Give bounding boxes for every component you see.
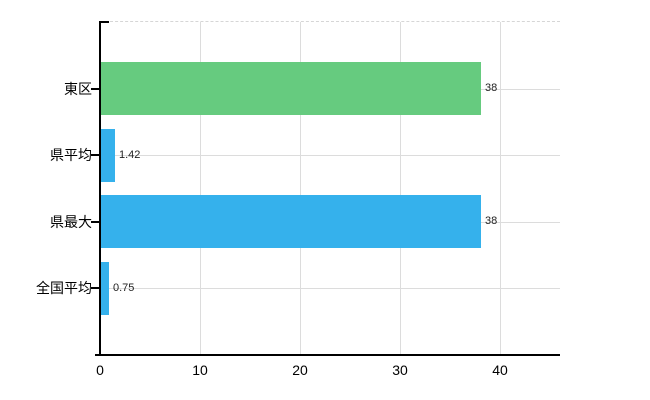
x-gridline [400,22,401,355]
x-tick-label: 10 [192,362,208,378]
x-tick-label: 0 [96,362,104,378]
x-gridline [500,22,501,355]
x-tick-label: 20 [292,362,308,378]
bar-value-label: 1.42 [119,149,141,161]
bar-value-label: 0.75 [113,282,135,294]
category-label: 全国平均 [36,280,92,296]
bar-value-label: 38 [485,215,498,227]
plot-top-border [100,21,560,22]
y-tickmark [91,88,99,90]
y-tickmark [91,287,99,289]
x-axis [95,354,560,356]
y-axis [99,21,101,355]
y-gridline [100,155,560,156]
y-gridline [100,288,560,289]
x-gridline [300,22,301,355]
x-gridline [200,22,201,355]
y-axis-cap [99,21,109,23]
bar [101,62,481,115]
y-tickmark [91,221,99,223]
bar [101,262,109,315]
category-label: 県平均 [50,147,92,163]
category-label: 東区 [64,81,92,97]
bar [101,195,481,248]
y-tickmark [91,154,99,156]
x-tick-label: 30 [392,362,408,378]
bar-value-label: 38 [485,82,498,94]
x-tick-label: 40 [492,362,508,378]
bar [101,129,115,182]
category-label: 県最大 [50,214,92,230]
